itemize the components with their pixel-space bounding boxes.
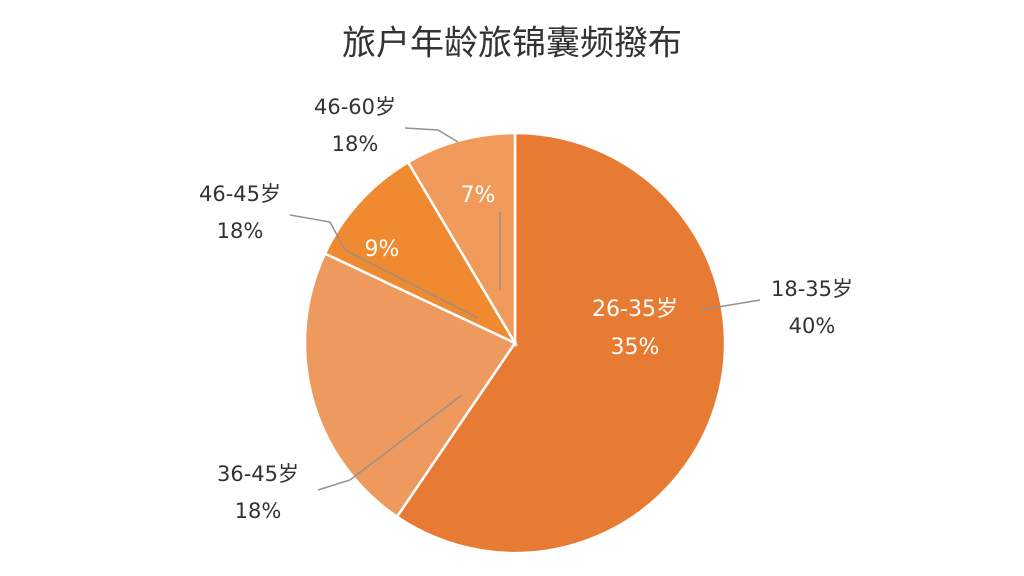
percent-label: 18% [332, 132, 379, 156]
leader-line [289, 214, 479, 319]
leader-line [699, 299, 761, 311]
chart-title: 旅户年龄旅锦囊频撥布 [342, 24, 682, 64]
percent-label: 18% [235, 499, 282, 523]
inner-label: 7% [461, 183, 496, 208]
leader-line [317, 394, 463, 491]
leader-lines [289, 127, 761, 491]
pie-slice [406, 131, 517, 348]
category-label: 46-45岁 [199, 182, 281, 206]
inner-label: 26-35岁 [592, 297, 678, 322]
percent-label: 40% [789, 314, 836, 338]
percent-label: 18% [217, 219, 264, 243]
category-label: 18-35岁 [771, 277, 853, 301]
pie-slice [395, 131, 727, 555]
category-label: 46-60岁 [314, 95, 396, 119]
category-label: 36-45岁 [217, 462, 299, 486]
labels: 18-35岁 40% 36-45岁 18% 46-45岁 18% 46-60岁 18% 26-3… [199, 95, 853, 523]
inner-label: 9% [365, 237, 400, 262]
pie-slice [323, 160, 519, 346]
inner-label: 35% [611, 335, 660, 360]
leader-line [404, 127, 459, 143]
pie [303, 131, 727, 555]
